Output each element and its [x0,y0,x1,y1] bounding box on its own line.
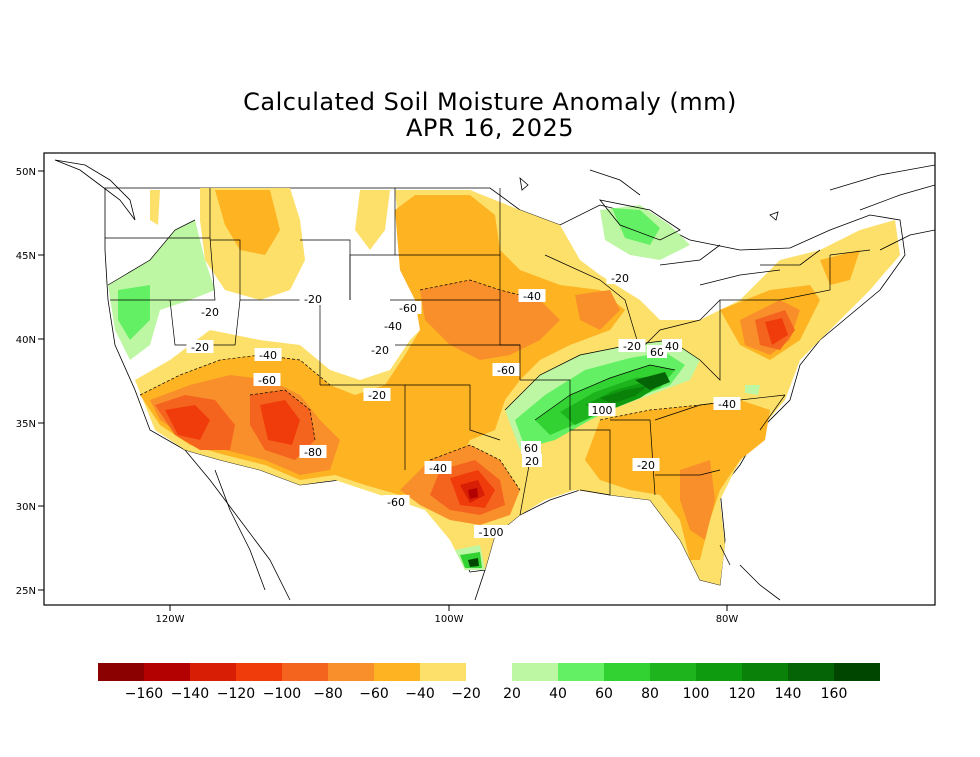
contour-label: -20 [201,306,219,319]
contour-label-box [186,340,214,353]
lat-label-35n: 35N [16,419,36,430]
contour-label: 40 [665,340,679,353]
contour-label: -60 [399,302,417,315]
map-title: Calculated Soil Moisture Anomaly (mm) [243,88,737,116]
colorbar: −160 −140 −120 −100 −80 −60 −40 −20 20 40 60 80 100 1… [98,663,880,702]
contour-label-box [521,441,541,454]
contour-label: -20 [304,293,322,306]
contour-label-box [474,525,508,538]
colorbar-swatch-positive-2 [604,663,650,681]
contour-label: -60 [387,496,405,509]
colorbar-tick-label: −40 [405,686,435,702]
contour-label: -80 [304,446,322,459]
colorbar-swatch-negative-4 [282,663,328,681]
contour-label-box [518,289,546,302]
latitude-axis [38,170,44,591]
contour-label-box [196,305,224,318]
contour-label: 20 [525,455,539,468]
contour-label: 100 [592,404,613,417]
colorbar-tick-label: −120 [217,686,255,702]
colorbar-tick-label: 60 [595,686,613,702]
contour-label: -40 [523,290,541,303]
contour-label: 60 [524,442,538,455]
contour-label-box [662,339,682,352]
contour-label-box [606,271,634,284]
colorbar-tick-label: 100 [683,686,710,702]
contour-label-box [254,348,282,361]
colorbar-tick-label: −100 [263,686,301,702]
contour-label-box [366,343,394,356]
contour-label-box [424,461,452,474]
colorbar-tick-label: −20 [451,686,481,702]
contour-label-box [382,495,410,508]
contour-label-box [522,454,542,467]
contour-label-box [299,292,327,305]
contour-label: -20 [368,389,386,402]
contour-label: -40 [718,398,736,411]
colorbar-tick-label: −160 [125,686,163,702]
coastlines [54,159,935,601]
colorbar-tick-label: 120 [729,686,756,702]
colorbar-tick-label: 20 [503,686,521,702]
contour-label: -20 [623,340,641,353]
map-frame [43,152,936,606]
lat-label-45n: 45N [16,251,36,262]
colorbar-tick-label: 40 [549,686,567,702]
colorbar-tick-label: −140 [171,686,209,702]
lat-label-50n: 50N [16,167,36,178]
longitude-axis [169,605,728,611]
colorbar-tick-label: 80 [641,686,659,702]
anomaly-neg100 [165,405,210,440]
colorbar-swatch-positive-3 [650,663,696,681]
lat-label-30n: 30N [16,502,36,513]
contour-label-box [632,458,660,471]
map-date: APR 16, 2025 [405,114,575,142]
colorbar-tick-label: 140 [775,686,802,702]
map-body [44,153,935,605]
contour-label-box [394,301,422,314]
colorbar-swatch-negative-5 [328,663,374,681]
contour-label: -20 [371,344,389,357]
colorbar-swatch-positive-5 [742,663,788,681]
contour-label-box [299,445,327,458]
contour-label-box [492,363,520,376]
colorbar-swatch-negative-1 [144,663,190,681]
contour-label-box [588,403,616,416]
contour-label: -20 [637,459,655,472]
contour-label-box [253,373,281,386]
colorbar-swatch-positive-4 [696,663,742,681]
contour-label: -40 [429,462,447,475]
colorbar-swatch-positive-0 [512,663,558,681]
contour-label: -60 [497,364,515,377]
colorbar-swatch-negative-6 [374,663,420,681]
contour-label-box [618,339,646,352]
contour-label-box [379,319,407,332]
contour-label: 60 [650,346,664,359]
colorbar-swatch-negative-3 [236,663,282,681]
colorbar-swatch-negative-7 [420,663,466,681]
contour-label-box [363,388,391,401]
colorbar-tick-label: 160 [821,686,848,702]
contour-label-layer: -20 -20 -20 -20 -20 -20 -20 -40 -40 -40 -40 -40 -60 -… [186,271,741,539]
lon-label-120w: 120W [156,614,185,625]
lat-label-40n: 40N [16,335,36,346]
contour-label-box [713,397,741,410]
colorbar-swatch-negative-2 [190,663,236,681]
contour-label: -20 [611,272,629,285]
colorbar-tick-label: −80 [313,686,343,702]
colorbar-tick-label: −60 [359,686,389,702]
lon-label-100w: 100W [435,614,464,625]
contour-label: -60 [258,374,276,387]
colorbar-swatch-positive-1 [558,663,604,681]
contour-label: -20 [191,341,209,354]
contour-label: -40 [259,349,277,362]
colorbar-swatch-negative-0 [98,663,144,681]
lon-label-80w: 80W [716,614,739,625]
colorbar-swatch-positive-6 [788,663,834,681]
contour-label: -40 [384,320,402,333]
colorbar-swatch-positive-7 [834,663,880,681]
contour-label: -100 [479,526,504,539]
lat-label-25n: 25N [16,586,36,597]
